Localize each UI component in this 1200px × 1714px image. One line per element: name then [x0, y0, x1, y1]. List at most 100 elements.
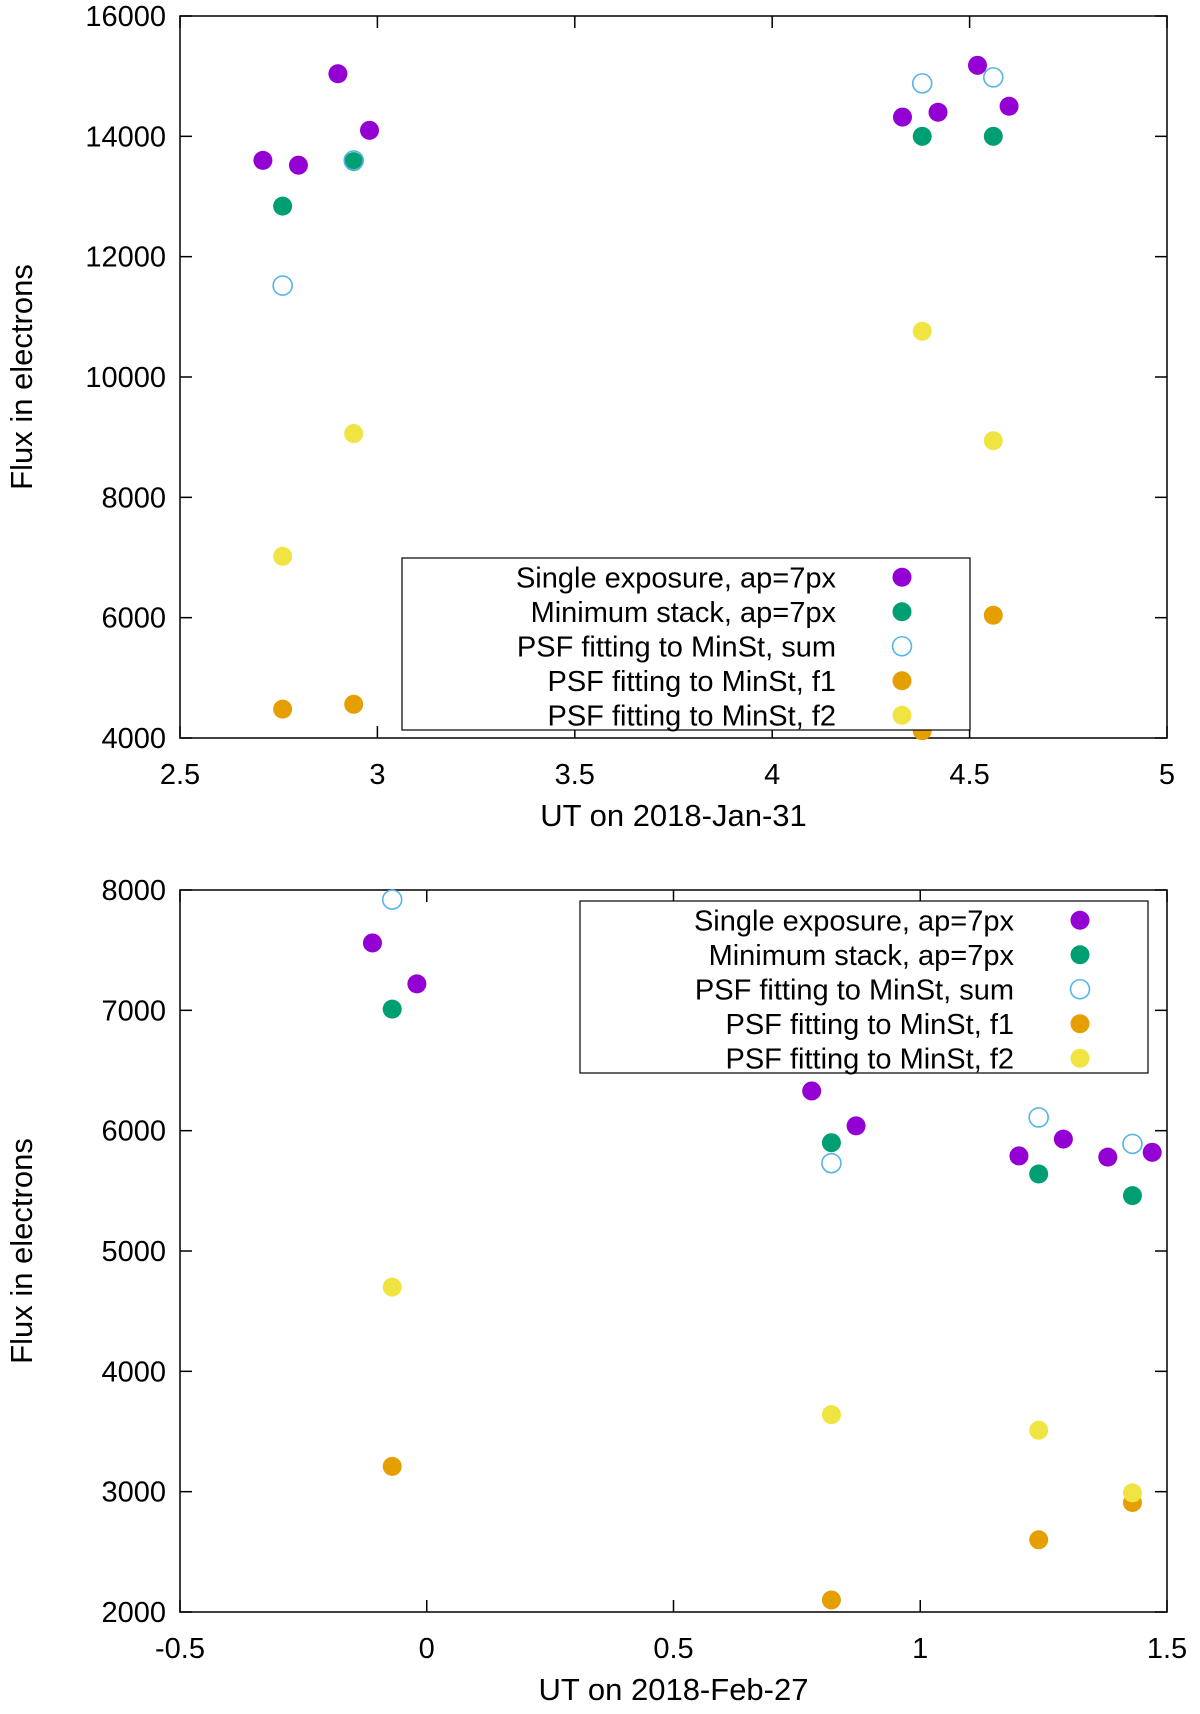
legend-marker — [892, 602, 912, 622]
y-tick-label: 6000 — [101, 1116, 166, 1148]
legend-marker — [892, 671, 912, 691]
legend-entry-label: PSF fitting to MinSt, f2 — [726, 1043, 1015, 1075]
x-tick-label: 0.5 — [653, 1633, 693, 1665]
x-tick-label: -0.5 — [155, 1633, 205, 1665]
data-point-series-4 — [1029, 1420, 1049, 1440]
x-tick-label: 0 — [419, 1633, 435, 1665]
data-point-series-1 — [273, 196, 293, 216]
data-point-series-1 — [821, 1133, 841, 1153]
data-point-series-0 — [928, 102, 948, 122]
legend-entry-label: PSF fitting to MinSt, f2 — [548, 700, 837, 732]
x-tick-label: 1 — [912, 1633, 928, 1665]
data-point-series-0 — [328, 64, 348, 84]
data-point-series-0 — [1009, 1146, 1029, 1166]
legend-marker — [892, 705, 912, 725]
y-tick-label: 10000 — [85, 362, 166, 394]
data-point-series-1 — [382, 999, 402, 1019]
data-point-series-0 — [1053, 1129, 1073, 1149]
x-tick-label: 1.5 — [1147, 1633, 1187, 1665]
y-tick-label: 14000 — [85, 121, 166, 153]
legend-entry-label: PSF fitting to MinSt, sum — [517, 631, 836, 663]
data-point-series-1 — [983, 126, 1003, 146]
data-point-series-3 — [983, 605, 1003, 625]
data-point-series-0 — [999, 96, 1019, 116]
x-tick-label: 4.5 — [949, 759, 989, 791]
data-point-series-1 — [1122, 1186, 1142, 1206]
data-point-series-0 — [967, 55, 987, 75]
x-tick-label: 5 — [1159, 759, 1175, 791]
y-axis-label: Flux in electrons — [4, 264, 39, 490]
data-point-series-0 — [1142, 1142, 1162, 1162]
data-point-series-3 — [1029, 1530, 1049, 1550]
y-tick-label: 6000 — [101, 603, 166, 635]
data-point-series-4 — [273, 546, 293, 566]
x-axis-label: UT on 2018-Feb-27 — [539, 1672, 809, 1707]
data-point-series-3 — [273, 699, 293, 719]
legend-marker — [1070, 910, 1090, 930]
legend-entry-label: Single exposure, ap=7px — [694, 905, 1015, 937]
data-point-series-4 — [912, 321, 932, 341]
y-tick-label: 8000 — [101, 482, 166, 514]
y-tick-label: 5000 — [101, 1236, 166, 1268]
data-point-series-0 — [362, 933, 382, 953]
data-point-series-0 — [407, 974, 427, 994]
data-point-series-4 — [1122, 1483, 1142, 1503]
data-point-series-2 — [343, 150, 365, 171]
legend-entry-label: Single exposure, ap=7px — [516, 562, 837, 594]
y-tick-label: 7000 — [101, 995, 166, 1027]
x-tick-label: 2.5 — [160, 759, 200, 791]
data-point-series-2 — [982, 67, 1004, 88]
x-tick-label: 3 — [369, 759, 385, 791]
data-point-series-2 — [381, 889, 403, 910]
data-point-series-3 — [382, 1456, 402, 1476]
legend-entry-label: PSF fitting to MinSt, f1 — [726, 1009, 1015, 1041]
y-tick-label: 3000 — [101, 1477, 166, 1509]
top-chart-panel: 2.5 3 3.5 4 4.5 5 4000 6000 8000 10000 12000 14000 1… — [4, 1, 1175, 833]
legend-entry-label: PSF fitting to MinSt, f1 — [548, 666, 837, 698]
data-point-series-4 — [382, 1277, 402, 1297]
y-tick-label: 8000 — [101, 875, 166, 907]
legend-box — [401, 557, 971, 731]
data-point-series-0 — [846, 1116, 866, 1136]
data-point-series-4 — [983, 431, 1003, 451]
data-point-series-2 — [821, 1152, 842, 1174]
y-tick-label: 16000 — [85, 1, 166, 33]
x-axis-label: UT on 2018-Jan-31 — [540, 798, 807, 833]
bottom-chart-panel: -0.5 0 0.5 1 1.5 2000 3000 4000 5000 6000 7000 8000… — [4, 875, 1187, 1707]
x-tick-label: 3.5 — [555, 759, 595, 791]
legend-box — [579, 900, 1149, 1074]
legend-entry-label: PSF fitting to MinSt, sum — [695, 974, 1014, 1006]
y-tick-label: 4000 — [101, 1356, 166, 1388]
y-axis-label: Flux in electrons — [4, 1138, 39, 1364]
legend-marker — [1070, 1014, 1090, 1034]
data-point-series-1 — [344, 152, 364, 172]
data-point-series-0 — [253, 150, 273, 170]
legend-marker — [891, 635, 913, 657]
data-point-series-2 — [272, 275, 293, 296]
data-point-series-0 — [360, 120, 380, 140]
legend-entry-label: Minimum stack, ap=7px — [531, 597, 837, 629]
y-tick-label: 12000 — [85, 242, 166, 274]
legend-marker — [1070, 1048, 1090, 1068]
data-point-series-2 — [1028, 1107, 1049, 1128]
data-point-series-0 — [802, 1081, 822, 1101]
y-tick-label: 2000 — [101, 1597, 166, 1629]
data-point-series-4 — [344, 424, 364, 444]
data-point-series-4 — [821, 1405, 841, 1425]
data-point-series-3 — [344, 694, 364, 714]
data-point-series-2 — [1122, 1133, 1143, 1155]
x-tick-label: 4 — [764, 759, 780, 791]
data-point-series-1 — [1029, 1164, 1049, 1184]
data-point-series-0 — [288, 155, 308, 175]
legend-marker — [892, 567, 912, 587]
data-point-series-2 — [911, 73, 933, 94]
legend-marker — [1069, 978, 1091, 1000]
data-point-series-3 — [821, 1590, 841, 1610]
legend-entry-label: Minimum stack, ap=7px — [709, 940, 1015, 972]
data-point-series-0 — [1098, 1147, 1118, 1167]
y-tick-label: 4000 — [101, 723, 166, 755]
data-point-series-1 — [912, 126, 932, 146]
data-point-series-0 — [892, 107, 912, 127]
legend-marker — [1070, 945, 1090, 965]
